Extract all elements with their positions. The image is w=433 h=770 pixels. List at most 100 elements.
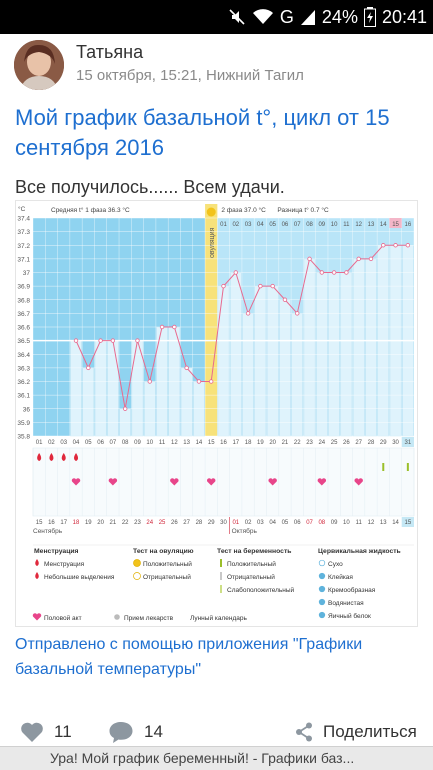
comment-button[interactable]: 14 [108, 718, 163, 746]
phase2-day-label: 13 [368, 222, 375, 228]
source-app-link[interactable]: Отправлено с помощью приложения "Графики… [15, 636, 363, 678]
legend-item-label: Половой акт [44, 614, 82, 622]
y-tick-label: 35.9 [17, 420, 30, 427]
temperature-bar [291, 313, 304, 437]
like-button[interactable]: 11 [20, 718, 72, 746]
date-label: 27 [183, 520, 190, 526]
legend-item-label: Водянистая [328, 600, 364, 607]
phase2-day-label: 16 [405, 222, 412, 228]
bottom-notification-bar[interactable]: Ура! Мой график беременный! - Графики ба… [0, 746, 433, 770]
author-name[interactable]: Татьяна [76, 42, 144, 62]
cycle-day-label: 18 [245, 440, 252, 446]
temperature-bar [303, 258, 316, 437]
y-tick-label: 36.4 [17, 352, 30, 359]
date-label: 15 [36, 520, 43, 526]
temperature-point [233, 270, 238, 275]
phase2-day-label: 04 [257, 222, 264, 228]
cervical-fluid-legend-icon [318, 559, 326, 567]
date-label: 09 [331, 520, 338, 526]
legend-title: Тест на беременность [217, 547, 291, 555]
avatar[interactable] [14, 40, 64, 90]
legend-item-label: Отрицательный [143, 573, 191, 581]
legend-title: Тест на овуляцию [133, 548, 194, 555]
temperature-bar [266, 285, 279, 437]
phase2-day-label: 08 [306, 222, 313, 228]
intercourse-heart-icon [317, 478, 327, 486]
temperature-point [405, 243, 411, 248]
ovulation-column [205, 204, 218, 436]
pregnancy-test-legend-icon [220, 559, 222, 567]
signal-icon [300, 10, 315, 25]
cycle-day-label: 07 [110, 440, 117, 446]
date-label: 17 [60, 520, 67, 526]
temperature-point [356, 256, 361, 262]
y-tick-label: 37 [23, 270, 31, 277]
menstruation-legend-icon [35, 572, 39, 579]
date-label: 22 [122, 520, 129, 526]
date-label: 06 [294, 520, 301, 526]
cycle-day-label: 16 [220, 440, 227, 446]
y-tick-label: 36.1 [17, 393, 30, 400]
temperature-point [147, 379, 152, 384]
temperature-point [110, 338, 116, 343]
phase2-day-label: 01 [220, 222, 227, 228]
legend-title: Цервикальная жидкость [318, 548, 401, 555]
date-label: 29 [208, 520, 215, 526]
cycle-day-label: 13 [183, 440, 190, 446]
cycle-day-label: 20 [269, 440, 276, 446]
phase2-day-label: 09 [318, 222, 325, 228]
phase2-day-label: 11 [343, 222, 350, 228]
cycle-day-label: 01 [36, 440, 43, 446]
temperature-bar [242, 313, 254, 437]
temperature-point [258, 283, 263, 289]
y-tick-label: 37.3 [17, 229, 30, 236]
phase2-day-label: 05 [269, 222, 276, 228]
date-label: 10 [343, 520, 350, 526]
date-label: 30 [220, 520, 227, 526]
date-label: 02 [245, 520, 252, 526]
temperature-point [319, 270, 325, 275]
symbols-area [32, 447, 415, 517]
cycle-day-label: 03 [60, 440, 67, 446]
temperature-point [73, 338, 79, 343]
temperature-point [368, 256, 374, 262]
legend-item-label: Лунный календарь [190, 614, 247, 622]
pregnancy-test-positive-icon [382, 463, 385, 471]
date-label: 20 [97, 520, 104, 526]
clock: 20:41 [381, 6, 427, 27]
cervical-fluid-legend-icon [318, 598, 326, 606]
post-meta: 15 октября, 15:21, Нижний Тагил [76, 67, 304, 84]
date-label: 07 [306, 520, 313, 526]
phase2-day-label: 12 [355, 222, 362, 228]
intercourse-heart-icon [170, 478, 179, 486]
cycle-day-label: 28 [368, 440, 375, 446]
temperature-point [184, 365, 189, 371]
date-label: 14 [392, 520, 399, 526]
temperature-point [331, 270, 337, 275]
date-label: 26 [171, 520, 178, 526]
legend-item-label: Кремообразная [328, 586, 376, 594]
phase2-day-label: 10 [331, 222, 338, 228]
share-button[interactable]: Поделиться [295, 718, 417, 746]
share-label: Поделиться [323, 722, 417, 741]
temperature-point [86, 365, 91, 371]
cycle-day-label: 05 [85, 440, 92, 446]
cycle-day-label: 27 [355, 440, 362, 446]
temperature-point [98, 338, 103, 343]
date-label: 28 [196, 520, 203, 526]
intercourse-heart-icon [268, 478, 277, 486]
post-actions: 11 14 Поделиться [0, 718, 433, 748]
bbt-chart-svg: овуляция 37.4 37.3 37.2 37.1 37 36.9 36.8 36.7 36… [17, 204, 415, 622]
pregnancy-test-legend-icon [220, 572, 222, 580]
phase2-day-label: 02 [232, 222, 239, 228]
y-tick-label: 37.1 [17, 256, 30, 263]
cycle-day-label: 12 [171, 440, 178, 446]
date-label: 13 [380, 520, 387, 526]
month-label: Сентябрь [33, 527, 63, 535]
y-tick-label: 36.3 [17, 365, 30, 372]
post-title[interactable]: Мой график базальной t°, цикл от 15 сент… [15, 105, 390, 160]
date-label: 11 [356, 520, 363, 526]
post-author[interactable]: Татьяна 15 октября, 15:21, Нижний Тагил [14, 40, 419, 90]
y-tick-label: 36.8 [17, 297, 30, 304]
bbt-chart[interactable]: овуляция 37.4 37.3 37.2 37.1 37 36.9 36.8 36.7 36… [15, 200, 418, 627]
